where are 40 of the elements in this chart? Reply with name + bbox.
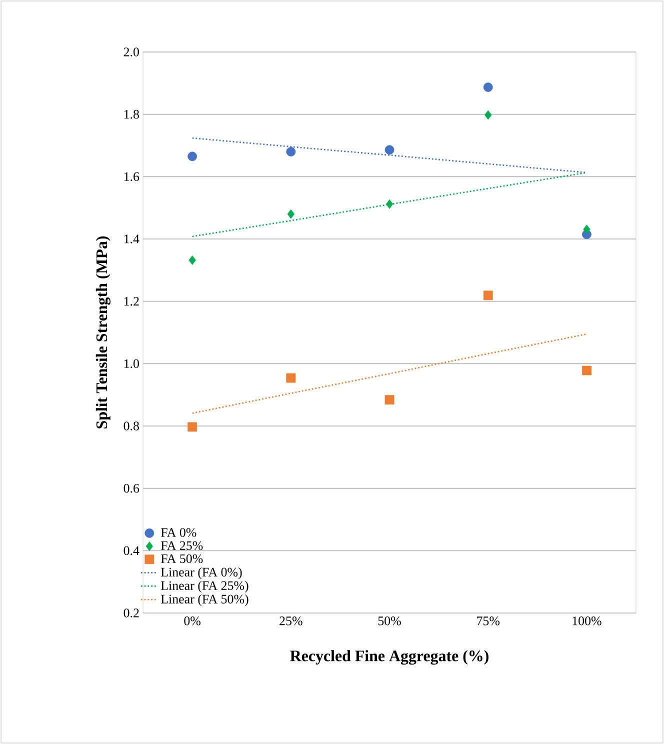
legend-label: FA 0% (160, 528, 196, 537)
y-axis-title: Split Tensile Strength (MPa) (96, 236, 110, 428)
line-series (192, 172, 588, 238)
line-series (192, 137, 588, 174)
point (483, 290, 493, 300)
point (286, 147, 296, 156)
point (188, 422, 197, 432)
point (583, 224, 590, 234)
point (188, 255, 196, 265)
x-tick-label: 25% (280, 616, 302, 626)
point (386, 199, 394, 209)
legend-label: Linear (FA 50%) (160, 594, 248, 606)
point (484, 110, 492, 120)
x-tick-label: 75% (477, 616, 500, 626)
point (286, 373, 296, 383)
legend-label: FA 50% (160, 554, 203, 564)
point (384, 145, 394, 155)
point (384, 395, 394, 405)
x-tick-label: 50% (378, 616, 401, 626)
point (582, 366, 592, 376)
y-tick-label: 0.6 (124, 484, 140, 493)
y-tick-label: 0.4 (124, 546, 140, 556)
point (483, 82, 493, 92)
x-axis-title: Recycled Fine Aggregate (%) (290, 650, 488, 665)
y-tick-label: 1.6 (124, 172, 140, 182)
legend-label: Linear (FA 0%) (160, 567, 242, 580)
y-tick-label: 1.8 (124, 110, 139, 119)
line-series (192, 333, 588, 414)
x-tick-label: 100% (572, 616, 602, 626)
y-tick-label: 1.0 (124, 359, 139, 368)
y-tick-label: 0.2 (124, 608, 139, 618)
y-tick-label: 1.2 (124, 296, 139, 306)
y-tick-label: 2.0 (124, 48, 139, 56)
point (287, 209, 294, 219)
legend-label: FA 25% (160, 541, 203, 550)
point (188, 152, 197, 162)
y-tick-label: 0.8 (124, 422, 139, 430)
y-tick-label: 1.4 (124, 234, 140, 244)
legend-label: Linear (FA 25%) (160, 580, 248, 593)
x-tick-label: 0% (184, 616, 200, 626)
